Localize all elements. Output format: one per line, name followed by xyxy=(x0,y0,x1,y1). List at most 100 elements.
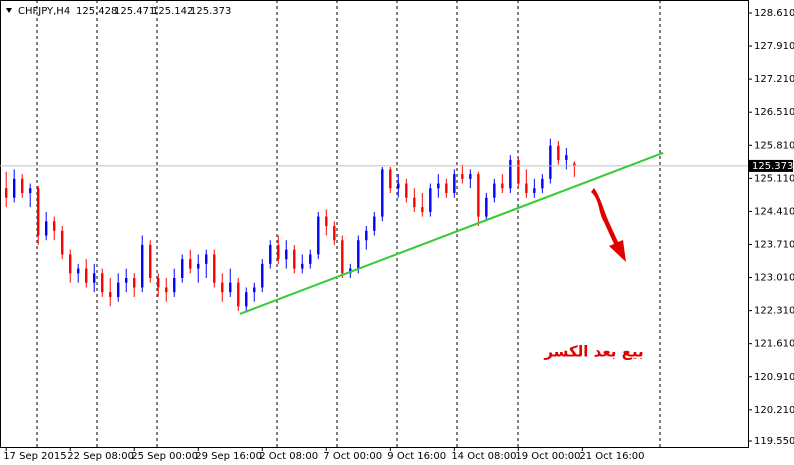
candle-body xyxy=(101,273,104,293)
candle-body xyxy=(37,188,40,236)
candle-body xyxy=(325,216,328,227)
candle-body xyxy=(253,287,256,293)
price-box xyxy=(749,159,793,172)
candle-body xyxy=(341,240,344,274)
x-tick-label: 17 Sep 2015 xyxy=(3,451,66,462)
candle-body xyxy=(293,249,296,269)
chart-title: CHFJPY,H4 xyxy=(18,6,70,17)
x-tick-label: 2 Oct 08:00 xyxy=(259,451,318,462)
arrow xyxy=(591,188,626,262)
x-tick-label: 25 Sep 00:00 xyxy=(131,451,198,462)
candle-body xyxy=(429,188,432,212)
candle-body xyxy=(189,259,192,269)
candle-body xyxy=(181,259,184,279)
candle-body xyxy=(157,278,160,288)
candle-body xyxy=(413,197,416,208)
candle-body xyxy=(405,183,408,198)
candle-body xyxy=(29,188,32,193)
candle-body xyxy=(61,230,64,255)
candle-body xyxy=(285,249,288,260)
annotation: بيع بعد الكسر xyxy=(543,343,643,361)
y-tick-label: 126.510 xyxy=(754,107,794,118)
candle-body xyxy=(125,278,128,283)
candle-body xyxy=(501,183,504,189)
candle-body xyxy=(485,197,488,217)
candle-body xyxy=(93,273,96,283)
candle-body xyxy=(437,183,440,189)
x-tick-label: 9 Oct 16:00 xyxy=(387,451,446,462)
candle-body xyxy=(389,169,392,189)
candle-body xyxy=(445,183,448,193)
candle-body xyxy=(205,254,208,264)
candle-body xyxy=(309,254,312,264)
candle-body xyxy=(525,183,528,193)
candle-body xyxy=(381,169,384,217)
candle-body xyxy=(557,145,560,160)
candle-body xyxy=(533,188,536,193)
x-tick-label: 29 Sep 16:00 xyxy=(195,451,262,462)
candle-body xyxy=(77,268,80,274)
candle-body xyxy=(565,155,568,160)
y-tick-label: 122.310 xyxy=(754,306,794,317)
candle-body xyxy=(245,292,248,307)
vertical-grid xyxy=(36,0,661,447)
candle-body xyxy=(45,221,48,236)
candle-body xyxy=(149,244,152,279)
candle-body xyxy=(373,216,376,231)
candle-body xyxy=(549,145,552,179)
candle-body xyxy=(469,174,472,179)
candle-body xyxy=(317,216,320,255)
candle-body xyxy=(53,221,56,231)
candle-body xyxy=(197,263,200,269)
y-tick-label: 127.210 xyxy=(754,74,794,85)
trendline xyxy=(239,151,664,315)
candle-body xyxy=(213,254,216,283)
candle-body xyxy=(261,263,264,288)
candle-body xyxy=(117,282,120,297)
candle-body xyxy=(221,282,224,293)
candle-body xyxy=(365,230,368,241)
candle-body xyxy=(21,178,24,193)
candle-body xyxy=(301,263,304,269)
candle-body xyxy=(421,207,424,212)
candle-body xyxy=(133,278,136,288)
candle-body xyxy=(397,183,400,189)
x-tick-label: 19 Oct 00:00 xyxy=(515,451,580,462)
y-tick-label: 121.610 xyxy=(754,339,794,350)
y-tick-label: 127.910 xyxy=(754,41,794,52)
candle-body xyxy=(5,188,8,198)
candle-body xyxy=(165,287,168,293)
candle-body xyxy=(541,178,544,189)
header-open: 125.428 xyxy=(76,6,117,17)
x-tick-label: 7 Oct 00:00 xyxy=(323,451,382,462)
y-tick-label: 125.810 xyxy=(754,140,794,151)
header-low: 125.142 xyxy=(152,6,193,17)
y-tick-label: 120.910 xyxy=(754,372,794,383)
candle-body xyxy=(573,163,576,166)
candle-body xyxy=(237,282,240,307)
header-close: 125.373 xyxy=(190,6,231,17)
candle-body xyxy=(85,268,88,283)
candle-body xyxy=(229,282,232,293)
candle-body xyxy=(69,254,72,274)
candle-body xyxy=(13,178,16,198)
x-tick-label: 14 Oct 08:00 xyxy=(451,451,516,462)
candle-body xyxy=(333,226,336,241)
header-high: 125.471 xyxy=(114,6,155,17)
candle-body xyxy=(141,244,144,288)
price-label: 125.373 xyxy=(752,161,793,172)
candle-body xyxy=(453,174,456,193)
candle-body xyxy=(357,240,360,269)
candle-body xyxy=(461,174,464,179)
y-tick-label: 120.210 xyxy=(754,405,794,416)
y-tick-label: 123.710 xyxy=(754,239,794,250)
y-tick-label: 123.010 xyxy=(754,273,794,284)
menu-triangle xyxy=(6,8,12,13)
y-tick-label: 128.610 xyxy=(754,8,794,19)
candle-body xyxy=(517,159,520,184)
candle-body xyxy=(109,292,112,297)
candle-body xyxy=(477,174,480,217)
candle-body xyxy=(277,244,280,260)
